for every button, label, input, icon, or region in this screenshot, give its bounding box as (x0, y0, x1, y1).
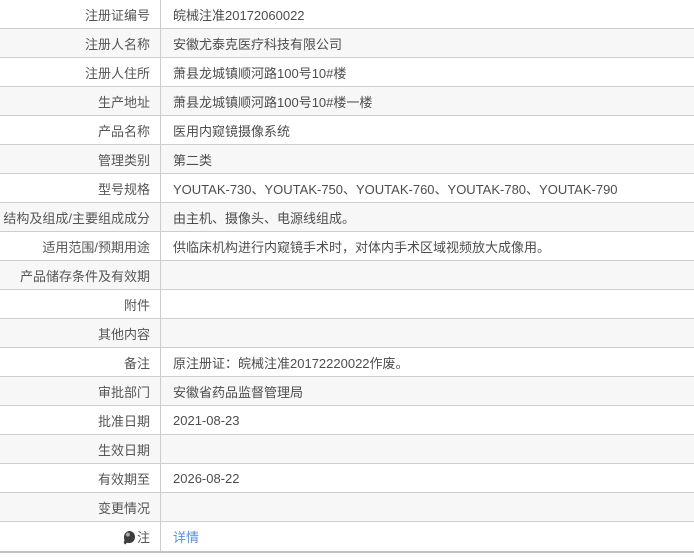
row-value-cell: 详情 (161, 522, 694, 551)
row-value: 安徽省药品监督管理局 (173, 384, 304, 400)
row-label-cell: 注 (0, 522, 161, 551)
table-row: 其他内容 (0, 319, 694, 348)
row-label: 结构及组成/主要组成成分 (3, 210, 150, 226)
row-label-cell: 型号规格 (0, 174, 161, 202)
row-label: 生效日期 (97, 442, 150, 458)
row-label-cell: 产品储存条件及有效期 (0, 261, 161, 289)
details-link[interactable]: 详情 (173, 530, 200, 545)
table-row: 管理类别 第二类 (0, 145, 694, 174)
row-label-cell: 备注 (0, 348, 161, 376)
row-label: 其他内容 (97, 326, 150, 342)
row-label: 审批部门 (97, 384, 150, 400)
row-label: 型号规格 (97, 181, 150, 197)
row-label: 产品名称 (97, 123, 150, 139)
row-label-cell: 注册人名称 (0, 29, 161, 57)
table-row: 产品储存条件及有效期 (0, 261, 694, 290)
row-label: 适用范围/预期用途 (42, 239, 150, 255)
row-value-cell: 安徽省药品监督管理局 (161, 377, 694, 405)
table-row: 变更情况 (0, 493, 694, 522)
row-value: 萧县龙城镇顺河路100号10#楼 (173, 65, 347, 81)
row-label-cell: 结构及组成/主要组成成分 (0, 203, 161, 231)
table-row: 审批部门 安徽省药品监督管理局 (0, 377, 694, 406)
row-value: 原注册证：皖械注准20172220022作废。 (173, 355, 409, 371)
row-value-cell: 萧县龙城镇顺河路100号10#楼一楼 (161, 87, 694, 115)
table-row: 注册人名称 安徽尤泰克医疗科技有限公司 (0, 29, 694, 58)
row-label-cell: 审批部门 (0, 377, 161, 405)
table-row: 生产地址 萧县龙城镇顺河路100号10#楼一楼 (0, 87, 694, 116)
row-value: 2021-08-23 (173, 412, 240, 428)
table-row: 型号规格 YOUTAK-730、YOUTAK-750、YOUTAK-760、YO… (0, 174, 694, 203)
row-value-cell: YOUTAK-730、YOUTAK-750、YOUTAK-760、YOUTAK-… (161, 174, 694, 202)
table-row: 批准日期 2021-08-23 (0, 406, 694, 435)
row-label: 变更情况 (97, 500, 150, 516)
row-value-cell (161, 435, 694, 463)
table-row: 适用范围/预期用途 供临床机构进行内窥镜手术时，对体内手术区域视频放大成像用。 (0, 232, 694, 261)
row-value: 医用内窥镜摄像系统 (173, 123, 291, 139)
table-row: 注册证编号 皖械注准20172060022 (0, 0, 694, 29)
row-value-cell (161, 319, 694, 347)
row-value-cell: 安徽尤泰克医疗科技有限公司 (161, 29, 694, 57)
row-label: 有效期至 (97, 471, 150, 487)
row-label: 生产地址 (97, 94, 150, 110)
row-value-cell: 供临床机构进行内窥镜手术时，对体内手术区域视频放大成像用。 (161, 232, 694, 260)
row-label: 批准日期 (97, 413, 150, 429)
row-value: 第二类 (173, 152, 213, 168)
row-value: 供临床机构进行内窥镜手术时，对体内手术区域视频放大成像用。 (173, 239, 551, 255)
table-row: 注 详情 (0, 522, 694, 551)
row-value-cell: 原注册证：皖械注准20172220022作废。 (161, 348, 694, 376)
row-value: 安徽尤泰克医疗科技有限公司 (173, 36, 343, 52)
row-label-cell: 批准日期 (0, 406, 161, 434)
row-value: 由主机、摄像头、电源线组成。 (173, 210, 356, 226)
row-label-cell: 注册证编号 (0, 0, 161, 28)
row-label: 注册人名称 (84, 36, 150, 52)
table-row: 有效期至 2026-08-22 (0, 464, 694, 493)
row-label: 附件 (123, 297, 150, 313)
row-label: 注 (136, 530, 150, 545)
row-label-cell: 适用范围/预期用途 (0, 232, 161, 260)
row-label: 产品储存条件及有效期 (19, 268, 150, 284)
row-value-cell: 2021-08-23 (161, 406, 694, 434)
row-value-cell: 萧县龙城镇顺河路100号10#楼 (161, 58, 694, 86)
row-value-cell (161, 290, 694, 318)
row-label-cell: 附件 (0, 290, 161, 318)
row-label-cell: 注册人住所 (0, 58, 161, 86)
table-row: 产品名称 医用内窥镜摄像系统 (0, 116, 694, 145)
row-value-cell: 由主机、摄像头、电源线组成。 (161, 203, 694, 231)
table-row: 生效日期 (0, 435, 694, 464)
table-row: 结构及组成/主要组成成分 由主机、摄像头、电源线组成。 (0, 203, 694, 232)
row-label-cell: 产品名称 (0, 116, 161, 144)
row-label-cell: 有效期至 (0, 464, 161, 492)
row-value-cell: 2026-08-22 (161, 464, 694, 492)
row-label-cell: 管理类别 (0, 145, 161, 173)
row-value-cell: 皖械注准20172060022 (161, 0, 694, 28)
row-value-cell (161, 261, 694, 289)
bulb-icon (123, 530, 135, 543)
row-label-cell: 生产地址 (0, 87, 161, 115)
row-label: 管理类别 (97, 152, 150, 168)
row-value-cell (161, 493, 694, 521)
row-value: 2026-08-22 (173, 470, 240, 486)
row-value-cell: 第二类 (161, 145, 694, 173)
row-label: 备注 (123, 355, 150, 371)
row-label-cell: 生效日期 (0, 435, 161, 463)
row-label: 注册证编号 (84, 7, 150, 23)
row-value: 萧县龙城镇顺河路100号10#楼一楼 (173, 94, 373, 110)
table-row: 附件 (0, 290, 694, 319)
row-value: YOUTAK-730、YOUTAK-750、YOUTAK-760、YOUTAK-… (173, 181, 618, 197)
table-row: 注册人住所 萧县龙城镇顺河路100号10#楼 (0, 58, 694, 87)
row-value: 皖械注准20172060022 (173, 7, 305, 23)
row-label-cell: 其他内容 (0, 319, 161, 347)
row-label: 注册人住所 (84, 65, 150, 81)
row-label-cell: 变更情况 (0, 493, 161, 521)
table-row: 备注 原注册证：皖械注准20172220022作废。 (0, 348, 694, 377)
row-value-cell: 医用内窥镜摄像系统 (161, 116, 694, 144)
